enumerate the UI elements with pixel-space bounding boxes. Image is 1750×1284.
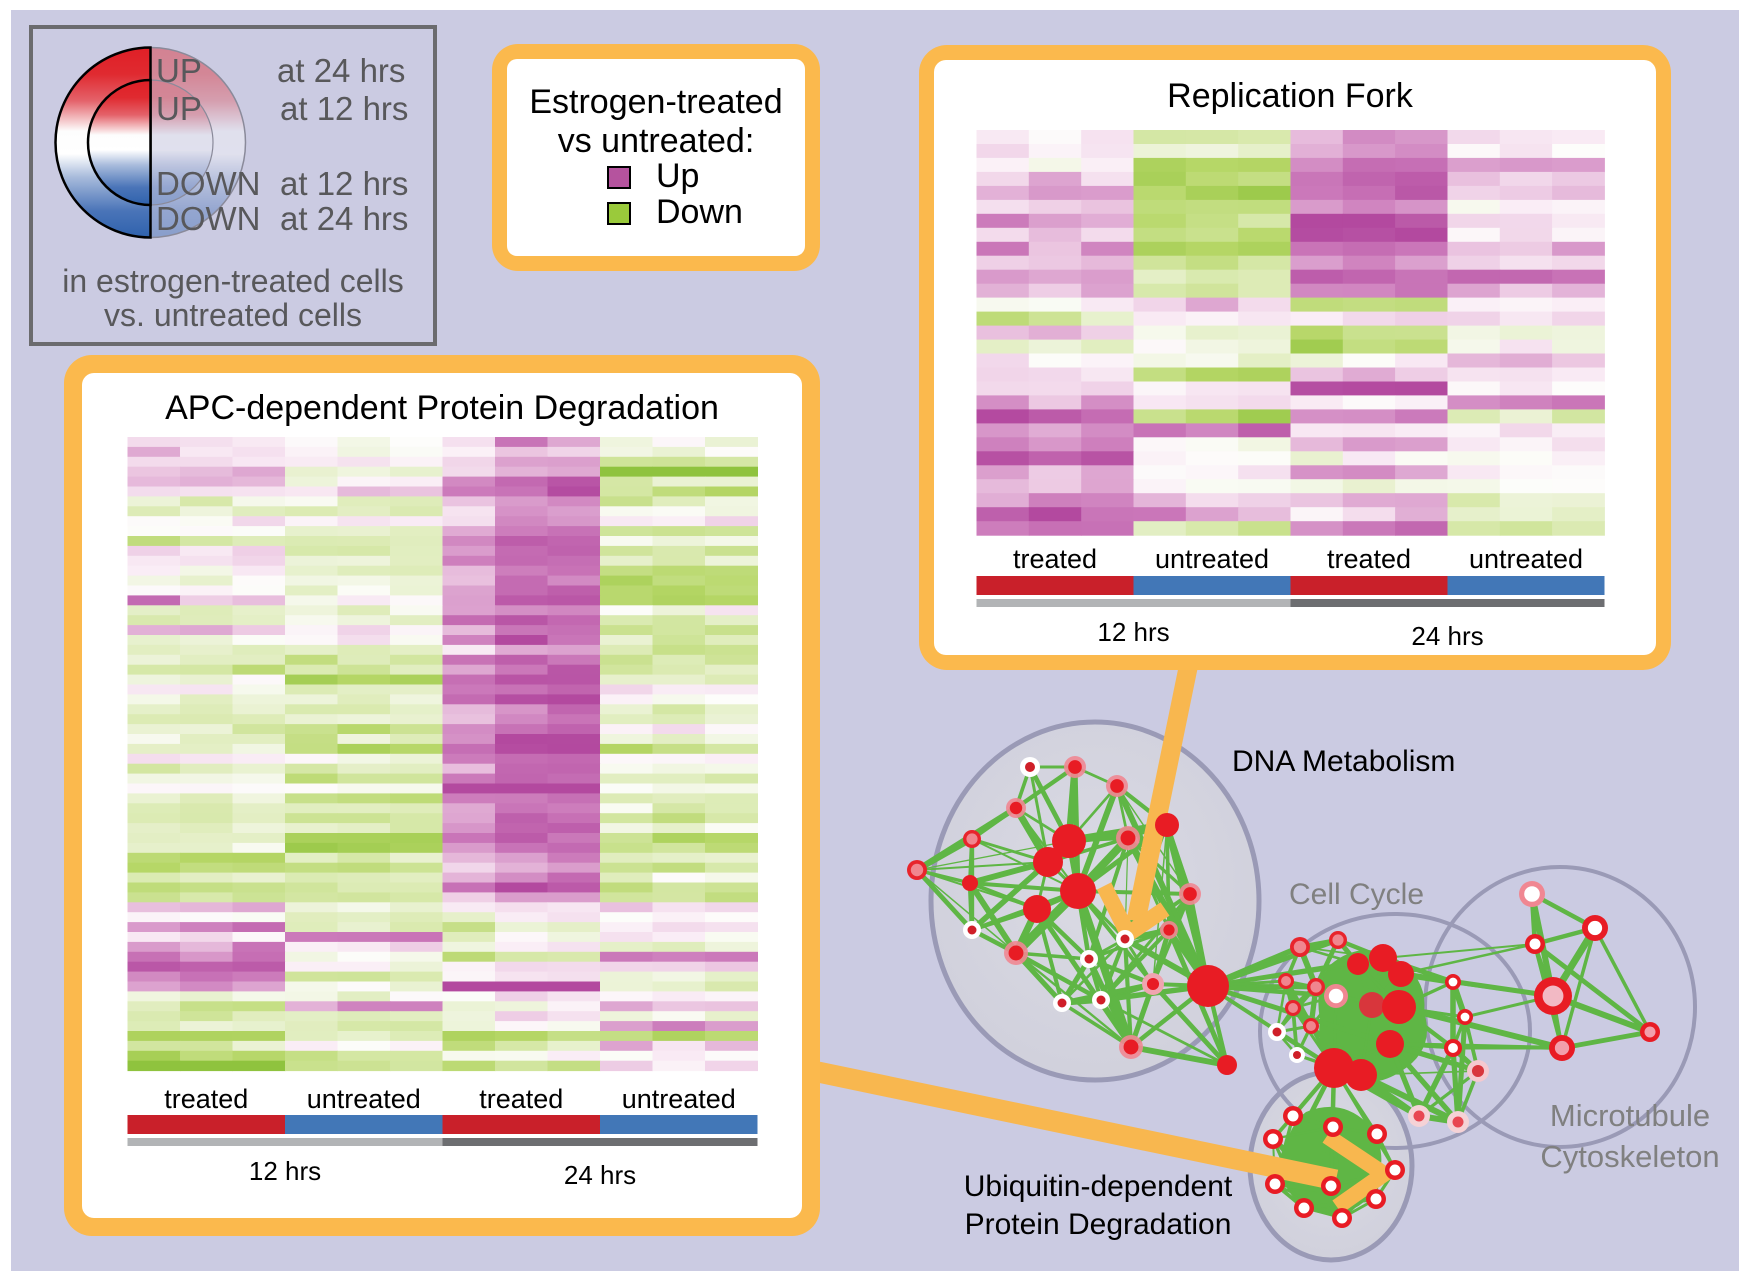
svg-text:12 hrs: 12 hrs	[1097, 617, 1169, 647]
svg-text:vs untreated:: vs untreated:	[558, 122, 755, 160]
svg-text:Replication Fork: Replication Fork	[1167, 77, 1414, 115]
svg-text:treated: treated	[1327, 544, 1411, 574]
svg-text:at 12 hrs: at 12 hrs	[280, 90, 408, 127]
svg-text:untreated: untreated	[1155, 544, 1269, 574]
svg-text:at 24 hrs: at 24 hrs	[280, 200, 408, 237]
svg-text:Down: Down	[656, 193, 743, 231]
svg-text:Microtubule: Microtubule	[1550, 1098, 1710, 1133]
svg-text:treated: treated	[164, 1084, 248, 1114]
svg-text:Ubiquitin-dependent: Ubiquitin-dependent	[964, 1170, 1233, 1203]
svg-text:in estrogen-treated cells: in estrogen-treated cells	[62, 263, 404, 299]
svg-text:untreated: untreated	[307, 1084, 421, 1114]
svg-text:Estrogen-treated: Estrogen-treated	[529, 83, 782, 121]
svg-text:at 12 hrs: at 12 hrs	[280, 165, 408, 202]
svg-text:UP: UP	[156, 52, 202, 89]
svg-text:Protein Degradation: Protein Degradation	[965, 1208, 1232, 1241]
svg-text:12 hrs: 12 hrs	[249, 1156, 321, 1186]
svg-text:untreated: untreated	[1469, 544, 1583, 574]
svg-text:UP: UP	[156, 90, 202, 127]
svg-text:DOWN: DOWN	[156, 165, 260, 202]
svg-text:Cell Cycle: Cell Cycle	[1289, 878, 1424, 911]
svg-text:Cytoskeleton: Cytoskeleton	[1540, 1139, 1719, 1174]
svg-text:treated: treated	[479, 1084, 563, 1114]
svg-text:DOWN: DOWN	[156, 200, 260, 237]
svg-text:at 24 hrs: at 24 hrs	[277, 52, 405, 89]
svg-text:APC-dependent Protein Degradat: APC-dependent Protein Degradation	[165, 389, 719, 427]
svg-text:vs. untreated cells: vs. untreated cells	[104, 297, 362, 333]
svg-text:DNA Metabolism: DNA Metabolism	[1232, 745, 1455, 778]
svg-text:treated: treated	[1013, 544, 1097, 574]
svg-text:untreated: untreated	[622, 1084, 736, 1114]
svg-text:24 hrs: 24 hrs	[1411, 621, 1483, 651]
svg-text:Up: Up	[656, 157, 699, 195]
svg-text:24 hrs: 24 hrs	[564, 1160, 636, 1190]
